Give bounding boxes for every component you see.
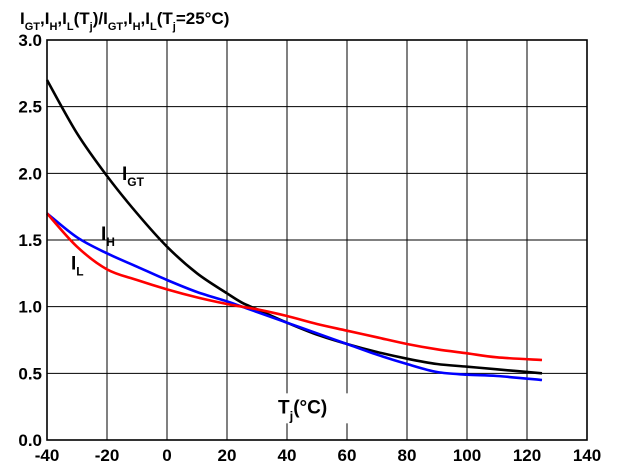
series-label-ih: IH xyxy=(101,224,115,249)
x-tick-label: 140 xyxy=(573,446,601,465)
x-tick-label: 80 xyxy=(398,446,417,465)
y-tick-label: 1.5 xyxy=(18,231,42,250)
y-tick-label: 0.5 xyxy=(18,364,42,383)
x-tick-label: 60 xyxy=(338,446,357,465)
x-axis-label-background xyxy=(274,393,352,424)
series-lines xyxy=(45,79,543,382)
plot-frame xyxy=(46,39,588,441)
y-tick-label: 0.0 xyxy=(18,431,42,450)
y-axis-label: IGT,IH,IL(Tj)/IGT,IH,IL(Tj=25°C) xyxy=(20,9,229,33)
series-line-il xyxy=(46,212,543,362)
x-axis-label: Tj(°C) xyxy=(278,397,327,423)
series-line-igt xyxy=(45,79,543,375)
x-tick-label: 0 xyxy=(162,446,171,465)
x-tick-label: 100 xyxy=(453,446,481,465)
series-label-il: IL xyxy=(71,253,84,278)
y-tick-label: 1.0 xyxy=(18,298,42,317)
series-line-ih xyxy=(46,212,543,382)
y-tick-label: 2.0 xyxy=(18,164,42,183)
x-tick-label: -20 xyxy=(95,446,120,465)
x-tick-label: 120 xyxy=(513,446,541,465)
grid xyxy=(46,39,588,441)
y-tick-label: 3.0 xyxy=(18,31,42,50)
series-label-igt: IGT xyxy=(122,164,145,189)
x-tick-label: 40 xyxy=(278,446,297,465)
y-tick-label: 2.5 xyxy=(18,98,42,117)
tick-labels: -40 -20 0 20 40 60 80 100 120 140 0.0 0.5 1.0 1.5 2.0 2… xyxy=(18,31,601,465)
labels: IGT,IH,IL(Tj)/IGT,IH,IL(Tj=25°C) Tj(°C) … xyxy=(20,9,352,424)
x-tick-label: -40 xyxy=(35,446,60,465)
x-tick-label: 20 xyxy=(218,446,237,465)
